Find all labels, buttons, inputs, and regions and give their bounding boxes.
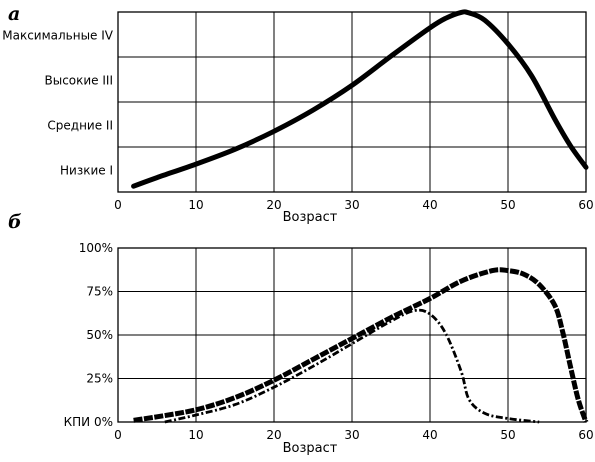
x-tick-labels-a: 0 10 20 30 40 50 60 (114, 198, 593, 212)
x-tick-label: 10 (188, 428, 203, 442)
y-category-labels-a: Низкие I Средние II Высокие III Максимальны… (2, 29, 114, 178)
series-group-b (133, 267, 589, 424)
grid-b (118, 248, 586, 422)
grid-a (118, 12, 586, 192)
x-tick-label: 60 (578, 198, 593, 212)
x-tick-label: 30 (344, 428, 359, 442)
chart-panel-a: а 0 10 20 30 40 50 60 Низкие I Средние II Высоки… (2, 3, 593, 225)
series-line-thick-dashed (133, 267, 589, 423)
x-tick-label: 40 (422, 198, 437, 212)
panel-label-b: б (8, 211, 22, 233)
chart-panel-b: б 0 10 20 30 40 50 60 КПИ 0% 25% 50% 75% 100% Возр… (8, 211, 594, 456)
y-category-label: Высокие III (44, 74, 113, 88)
series-line-thin-dash-dot (164, 308, 540, 424)
panel-label-a: а (8, 3, 20, 25)
y-tick-label: 50% (86, 328, 113, 342)
y-category-label: Средние II (47, 119, 113, 133)
x-tick-label: 10 (188, 198, 203, 212)
y-category-label: Максимальные IV (2, 29, 114, 43)
x-tick-label: 50 (500, 428, 515, 442)
x-tick-label: 0 (114, 428, 122, 442)
x-tick-label: 20 (266, 198, 281, 212)
x-tick-label: 50 (500, 198, 515, 212)
x-tick-label: 60 (578, 428, 593, 442)
y-tick-label: 75% (86, 285, 113, 299)
x-tick-label: 0 (114, 198, 122, 212)
x-tick-label: 20 (266, 428, 281, 442)
y-tick-labels-b: КПИ 0% 25% 50% 75% 100% (64, 241, 113, 429)
plot-frame-a (117, 11, 587, 193)
y-tick-label: 25% (86, 372, 113, 386)
y-category-label: Низкие I (60, 164, 113, 178)
x-tick-labels-b: 0 10 20 30 40 50 60 (114, 428, 593, 442)
x-axis-label-a: Возраст (283, 210, 338, 225)
x-tick-label: 30 (344, 198, 359, 212)
x-axis-label-b: Возраст (283, 441, 338, 456)
series-line-solid (131, 9, 589, 189)
x-tick-label: 40 (422, 428, 437, 442)
series-group-a (131, 9, 589, 189)
y-tick-label: КПИ 0% (64, 415, 113, 429)
plot-frame-b (117, 247, 587, 423)
y-tick-label: 100% (79, 241, 113, 255)
